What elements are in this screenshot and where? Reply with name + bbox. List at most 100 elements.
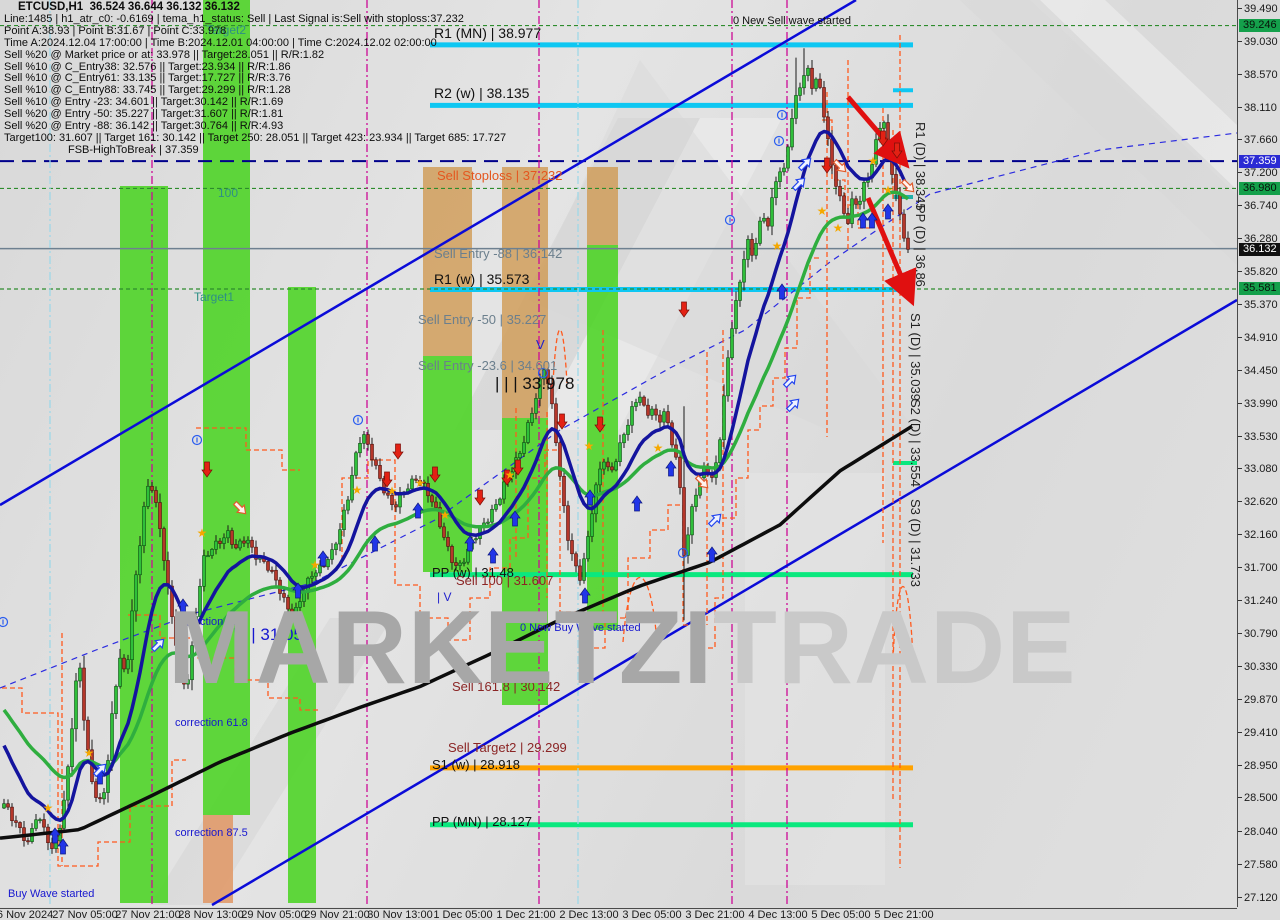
sell-arrow-icon[interactable] xyxy=(381,471,393,488)
buy-arrow-icon[interactable] xyxy=(866,212,878,229)
star-icon[interactable]: ★ xyxy=(653,441,664,455)
circle-marker-icon[interactable] xyxy=(724,214,736,226)
buy-arrow-icon[interactable] xyxy=(57,838,69,855)
sell-arrow-icon[interactable] xyxy=(429,466,441,483)
zone-salmon[interactable] xyxy=(203,815,233,903)
hollow-up-arrow-icon[interactable] xyxy=(707,511,725,529)
buy-arrow-icon[interactable] xyxy=(776,283,788,300)
star-icon[interactable]: ★ xyxy=(868,154,879,168)
hollow-down-arrow-icon[interactable] xyxy=(832,158,850,176)
buy-arrow-icon[interactable] xyxy=(49,827,61,844)
star-icon[interactable]: ★ xyxy=(883,183,894,197)
annotation-label[interactable]: 0 New Sell wave started xyxy=(733,15,851,27)
hollow-up-arrow-icon[interactable] xyxy=(785,396,803,414)
sell-arrow-icon[interactable] xyxy=(594,416,606,433)
annotation-label[interactable]: Sell 161.8 | 30.142 xyxy=(452,679,560,694)
buy-arrow-icon[interactable] xyxy=(509,510,521,527)
circle-marker-icon[interactable] xyxy=(773,135,785,147)
circle-marker-icon[interactable] xyxy=(677,547,689,559)
sell-arrow-icon[interactable] xyxy=(501,469,513,486)
annotation-label[interactable]: Sell Target2 | 29.299 xyxy=(448,740,567,755)
sell-arrow-icon[interactable] xyxy=(891,142,903,159)
hollow-up-arrow-icon[interactable] xyxy=(782,372,800,390)
sell-arrow-icon[interactable] xyxy=(201,461,213,478)
buy-arrow-icon[interactable] xyxy=(857,212,869,229)
hollow-down-arrow-icon[interactable] xyxy=(232,500,250,518)
hollow-down-arrow-icon[interactable] xyxy=(900,178,918,196)
star-icon[interactable]: ★ xyxy=(772,239,783,253)
buy-arrow-icon[interactable] xyxy=(631,495,643,512)
pivot-side-label[interactable]: S1 (D) | 35.039 xyxy=(908,313,923,401)
annotation-label[interactable]: 100 xyxy=(218,186,238,200)
buy-arrow-icon[interactable] xyxy=(464,535,476,552)
annotation-label[interactable]: R1 (w) | 35.573 xyxy=(434,271,530,287)
annotation-label[interactable]: Target1 xyxy=(194,290,234,304)
zone-green[interactable] xyxy=(502,418,548,705)
annotation-label[interactable]: correction 38.2 xyxy=(175,616,248,628)
price-axis[interactable]: 39.490 39.030 38.570 38.110 37.660 37.200 36.7… xyxy=(1238,0,1280,907)
sell-arrow-icon[interactable] xyxy=(392,443,404,460)
star-icon[interactable]: ★ xyxy=(584,439,595,453)
sell-arrow-icon[interactable] xyxy=(474,489,486,506)
annotation-label[interactable]: | V xyxy=(437,590,451,604)
buy-arrow-icon[interactable] xyxy=(177,598,189,615)
annotation-label[interactable]: | | | 31.05 xyxy=(233,625,303,644)
annotation-label[interactable]: Sell Entry -50 | 35.227 xyxy=(418,312,546,327)
trend-channel[interactable] xyxy=(0,0,1237,907)
signal-markers[interactable]: ★ ★ ★ ★ ★ ★ ★ ★ ★ ★ ★ ★ ★ ★ ★ ★ xyxy=(0,109,918,855)
hollow-up-arrow-icon[interactable] xyxy=(797,155,815,173)
hollow-up-arrow-icon[interactable] xyxy=(791,175,809,193)
annotation-label[interactable]: PP (MN) | 28.127 xyxy=(432,814,532,829)
sell-arrow-icon[interactable] xyxy=(877,130,889,147)
pivot-side-label[interactable]: R1 (D) | 38.345 xyxy=(913,122,928,211)
annotation-label[interactable]: Sell Stoploss | 37.232 xyxy=(437,168,563,183)
sell-arrow-icon[interactable] xyxy=(556,413,568,430)
zone-tan[interactable] xyxy=(423,167,472,356)
channel-upper[interactable] xyxy=(0,0,857,507)
buy-arrow-icon[interactable] xyxy=(882,203,894,220)
circle-marker-icon[interactable] xyxy=(537,367,549,379)
buy-arrow-icon[interactable] xyxy=(317,550,329,567)
annotation-label[interactable]: Buy Wave started xyxy=(8,888,94,900)
pivot-side-label[interactable]: S2 (D) | 33.554 xyxy=(908,399,923,487)
buy-arrow-icon[interactable] xyxy=(579,587,591,604)
star-icon[interactable]: ★ xyxy=(84,746,95,760)
annotation-label[interactable]: V xyxy=(536,337,545,352)
chart-plot[interactable]: ★ ★ ★ ★ ★ ★ ★ ★ ★ ★ ★ ★ ★ ★ ★ ★ 0 New Sell wave started T… xyxy=(0,0,1237,907)
buy-arrow-icon[interactable] xyxy=(584,489,596,506)
buy-arrow-icon[interactable] xyxy=(369,535,381,552)
star-icon[interactable]: ★ xyxy=(310,558,321,572)
buy-arrow-icon[interactable] xyxy=(412,502,424,519)
annotation-label[interactable]: S1 (w) | 28.918 xyxy=(432,757,520,772)
buy-arrow-icon[interactable] xyxy=(665,460,677,477)
sell-arrow-icon[interactable] xyxy=(821,157,833,174)
star-icon[interactable]: ★ xyxy=(817,204,828,218)
sell-arrow-icon[interactable] xyxy=(512,459,524,476)
star-icon[interactable]: ★ xyxy=(833,221,844,235)
channel-median[interactable] xyxy=(0,132,1237,689)
annotation-label[interactable]: R2 (w) | 38.135 xyxy=(434,85,530,101)
hollow-up-arrow-icon[interactable] xyxy=(150,636,168,654)
zone-green[interactable] xyxy=(203,0,250,815)
pivot-side-label[interactable]: PP (D) | 36.86 xyxy=(913,205,928,287)
vertical-lines[interactable] xyxy=(49,0,788,907)
circle-marker-icon[interactable] xyxy=(191,434,203,446)
buy-arrow-icon[interactable] xyxy=(487,547,499,564)
annotation-label[interactable]: R1 (MN) | 38.977 xyxy=(434,25,541,41)
red-trend-arrow[interactable] xyxy=(865,197,917,307)
annotation-label[interactable]: | | | 33.978 xyxy=(495,374,574,393)
star-icon[interactable]: ★ xyxy=(440,508,451,522)
chart-annotations[interactable]: 0 New Sell wave started Target2 100 Target1… xyxy=(8,15,928,900)
star-icon[interactable]: ★ xyxy=(352,483,363,497)
buy-arrow-icon[interactable] xyxy=(292,582,304,599)
chart-canvas[interactable]: ★ ★ ★ ★ ★ ★ ★ ★ ★ ★ ★ ★ ★ ★ ★ ★ 0 New Sell wave started T… xyxy=(0,0,1238,907)
buy-arrow-icon[interactable] xyxy=(706,546,718,563)
annotation-label[interactable]: Target2 xyxy=(206,23,246,37)
annotation-label[interactable]: correction 87.5 xyxy=(175,827,248,839)
zone-tan[interactable] xyxy=(587,167,618,245)
star-icon[interactable]: ★ xyxy=(505,468,516,482)
signal-zones[interactable] xyxy=(120,0,618,903)
star-icon[interactable]: ★ xyxy=(43,801,54,815)
red-trend-arrows[interactable] xyxy=(846,95,917,307)
